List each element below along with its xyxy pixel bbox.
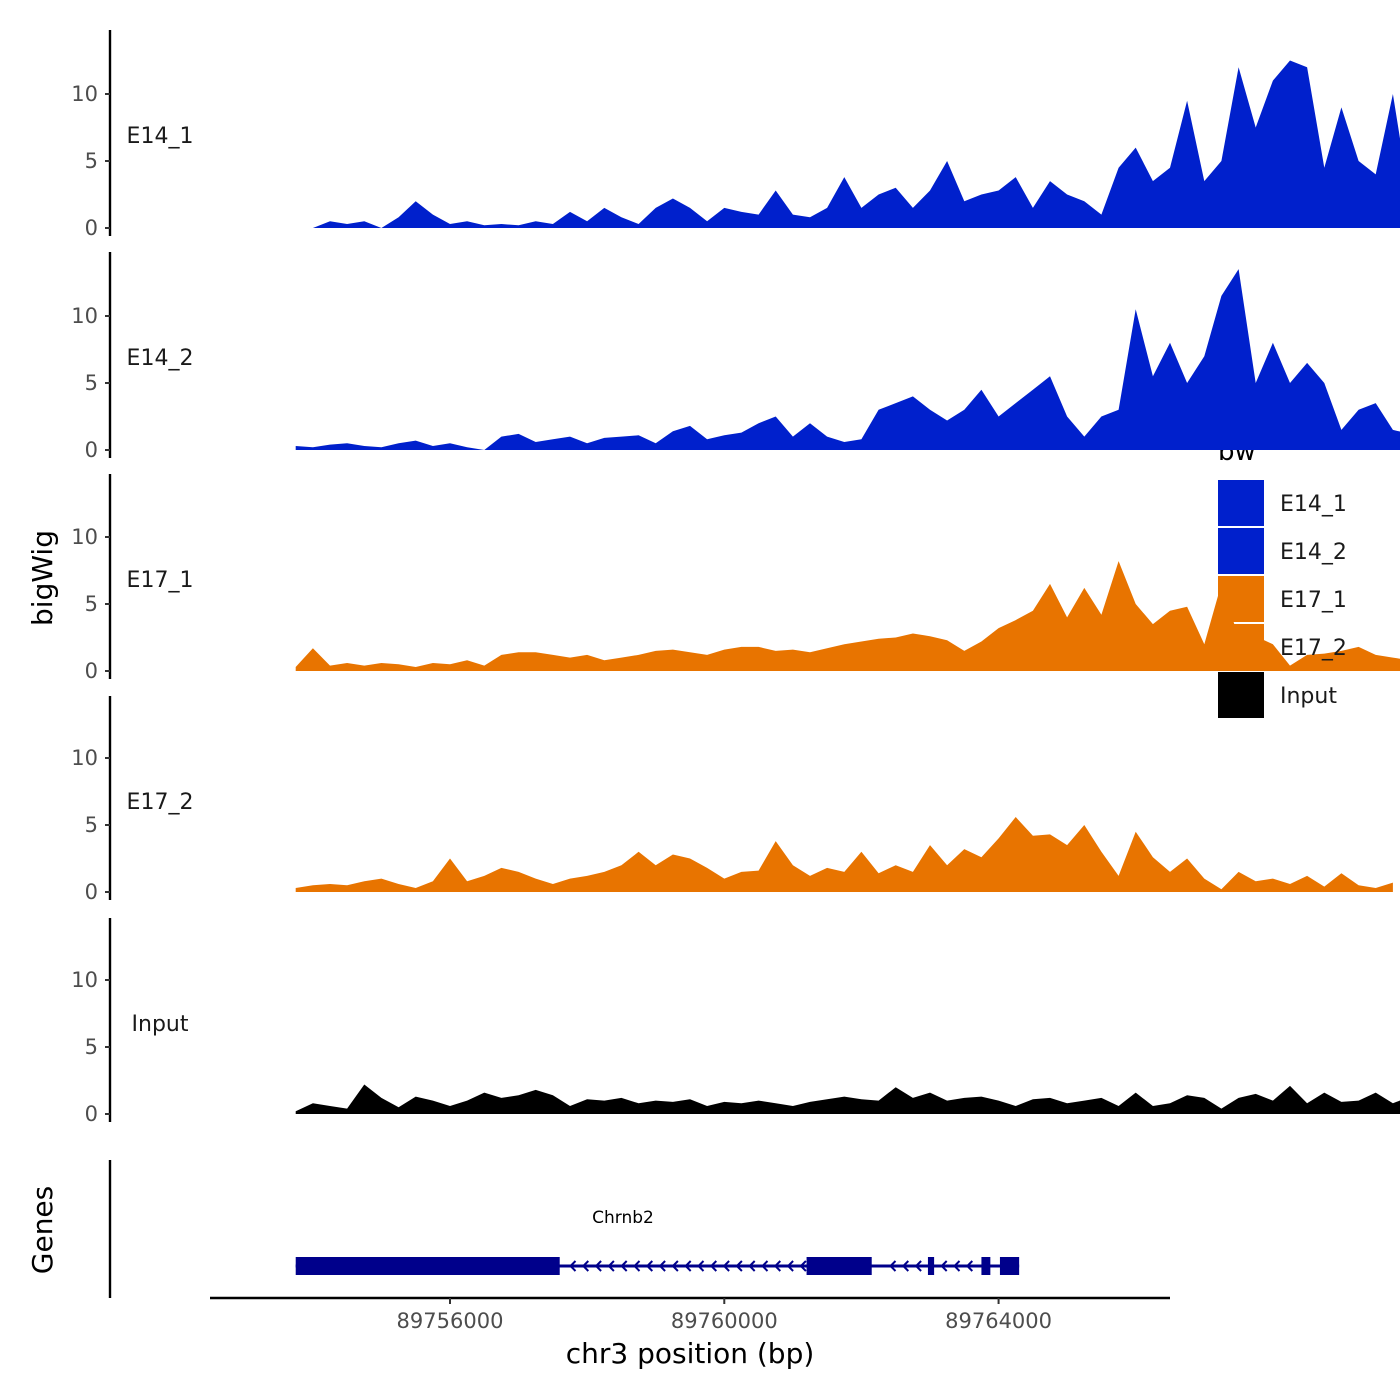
gene-exon-1 [295, 1257, 560, 1275]
strand-arrow [914, 1260, 922, 1272]
strand-arrow [581, 1260, 590, 1272]
strand-arrow [633, 1260, 641, 1272]
y-tick-label-E14_2-0: 0 [85, 438, 98, 462]
legend-key-E17_1 [1218, 576, 1264, 622]
x-tick-label-89764000: 89764000 [945, 1309, 1052, 1333]
strand-arrow [645, 1260, 654, 1272]
y-tick-label-E17_2-5: 5 [85, 813, 98, 837]
y-tick-label-E17_1-5: 5 [85, 592, 98, 616]
legend-label-Input: Input [1280, 684, 1337, 709]
strand-arrow [722, 1260, 730, 1272]
strand-arrow [761, 1260, 769, 1272]
y-tick-label-E14_1-10: 10 [71, 82, 98, 106]
strand-arrow [889, 1260, 897, 1272]
strand-arrow [786, 1260, 794, 1272]
legend-key-E14_2 [1218, 528, 1264, 574]
y-tick-label-E17_2-0: 0 [85, 880, 98, 904]
strand-arrow [569, 1260, 577, 1272]
strand-arrow [658, 1260, 666, 1272]
track-label-E14_1: E14_1 [127, 124, 194, 149]
legend-key-E17_2 [1218, 624, 1264, 670]
track-label-E14_2: E14_2 [127, 346, 194, 371]
genes-track-title: Genes [26, 1186, 59, 1274]
gene-exon-4 [981, 1257, 991, 1275]
track-label-E17_1: E17_1 [127, 568, 194, 593]
gene-exon-5 [999, 1257, 1020, 1275]
strand-arrow [620, 1260, 628, 1272]
y-axis-title: bigWig [26, 530, 59, 626]
strand-arrow [671, 1260, 679, 1272]
y-tick-label-E17_1-0: 0 [85, 659, 98, 683]
series-area-E14_1 [295, 60, 1400, 228]
strand-arrow [965, 1260, 974, 1272]
series-area-E17_2 [295, 817, 1393, 892]
strand-arrow [901, 1260, 910, 1272]
series-area-E14_2 [295, 269, 1400, 450]
legend-label-E17_1: E17_1 [1280, 588, 1347, 613]
strand-arrow [709, 1260, 718, 1272]
strand-arrow [684, 1260, 692, 1272]
legend-key-Input [1218, 672, 1264, 718]
gene-exon-2 [806, 1257, 872, 1275]
track-label-Input: Input [132, 1012, 189, 1037]
strand-arrow [748, 1260, 756, 1272]
x-tick-label-89756000: 89756000 [397, 1309, 504, 1333]
strand-arrow [773, 1260, 782, 1272]
y-tick-label-E17_2-10: 10 [71, 746, 98, 770]
legend-label-E14_1: E14_1 [1280, 492, 1347, 517]
strand-arrow [953, 1260, 961, 1272]
series-area-Input [295, 1084, 1400, 1114]
gene-name-label: Chrnb2 [592, 1208, 654, 1228]
y-tick-label-Input-10: 10 [71, 968, 98, 992]
strand-arrow [940, 1260, 948, 1272]
legend-label-E14_2: E14_2 [1280, 540, 1347, 565]
y-tick-label-E14_1-5: 5 [85, 149, 98, 173]
y-tick-label-Input-5: 5 [85, 1035, 98, 1059]
strand-arrow [735, 1260, 743, 1272]
strand-arrow [697, 1260, 705, 1272]
legend-label-E17_2: E17_2 [1280, 636, 1347, 661]
y-tick-label-E14_2-5: 5 [85, 371, 98, 395]
legend-key-E14_1 [1218, 480, 1264, 526]
y-tick-label-E17_1-10: 10 [71, 525, 98, 549]
series-area-E17_1 [295, 561, 1400, 671]
x-axis-title: chr3 position (bp) [566, 1337, 815, 1370]
track-label-E17_2: E17_2 [127, 790, 194, 815]
strand-arrow [594, 1260, 602, 1272]
x-tick-label-89760000: 89760000 [671, 1309, 778, 1333]
y-tick-label-Input-0: 0 [85, 1102, 98, 1126]
strand-arrow [799, 1260, 807, 1272]
y-tick-label-E14_1-0: 0 [85, 216, 98, 240]
gene-exon-3 [927, 1257, 935, 1275]
strand-arrow [607, 1260, 615, 1272]
y-tick-label-E14_2-10: 10 [71, 304, 98, 328]
